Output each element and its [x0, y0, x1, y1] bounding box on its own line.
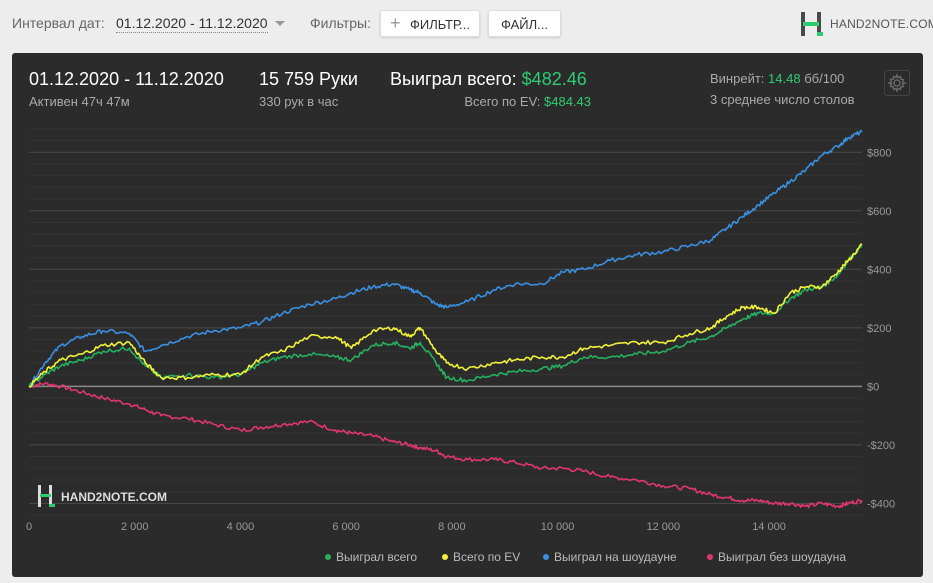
date-range-picker[interactable]: 01.12.2020 - 11.12.2020: [116, 15, 268, 33]
winrate-label: Винрейт:: [710, 71, 765, 86]
legend-dot: [325, 553, 331, 560]
total-ev: Всего по EV: $484.43: [464, 94, 591, 109]
x-tick-label: 4 000: [227, 521, 255, 533]
x-tick-label: 12 000: [646, 521, 680, 533]
legend-label: Выиграл всего: [336, 550, 418, 564]
filter-button-label: ФИЛЬТР...: [410, 17, 470, 32]
legend-item-won[interactable]: Выиграл всего: [325, 550, 417, 564]
series-line-showdown: [28, 129, 863, 388]
legend-item-no-showdown[interactable]: Выиграл без шоудауна: [707, 550, 846, 564]
winrate-value: 14.48: [768, 71, 801, 86]
hand2note-logo-icon: [801, 12, 823, 36]
filter-button[interactable]: + ФИЛЬТР...: [380, 10, 480, 37]
total-ev-label: Всего по EV:: [464, 94, 541, 109]
total-won-value: $482.46: [521, 69, 587, 89]
file-button[interactable]: ФАЙЛ...: [488, 10, 561, 37]
toolbar: Интервал дат: 01.12.2020 - 11.12.2020 Фи…: [0, 0, 933, 48]
gear-icon: [886, 72, 908, 94]
x-tick-label: 8 000: [438, 521, 466, 533]
filters-label: Фильтры:: [310, 15, 371, 31]
y-tick-label: $600: [867, 206, 891, 218]
watermark: HAND2NOTE.COM: [38, 485, 167, 507]
legend-dot: [442, 553, 448, 560]
y-tick-label: $400: [867, 264, 891, 276]
x-tick-label: 0: [26, 521, 32, 533]
y-tick-label: -$200: [867, 440, 895, 452]
total-won: Выиграл всего: $482.46: [390, 69, 587, 90]
active-time: Активен 47ч 47м: [29, 94, 130, 109]
series-line-ev: [28, 243, 863, 388]
settings-button[interactable]: [884, 70, 910, 96]
results-panel: 01.12.2020 - 11.12.2020 Активен 47ч 47м …: [12, 53, 923, 577]
file-button-label: ФАЙЛ...: [501, 17, 548, 32]
legend-item-showdown[interactable]: Выиграл на шоудауне: [543, 550, 677, 564]
y-tick-label: -$400: [867, 498, 895, 510]
x-tick-label: 10 000: [541, 521, 575, 533]
plus-icon: +: [390, 13, 401, 33]
watermark-text: HAND2NOTE.COM: [61, 490, 167, 504]
y-tick-label: $200: [867, 323, 891, 335]
x-tick-label: 6 000: [332, 521, 360, 533]
total-ev-value: $484.43: [544, 94, 591, 109]
legend-label: Всего по EV: [453, 550, 521, 564]
winrate-unit: бб/100: [804, 71, 845, 86]
hands-count: 15 759 Руки: [259, 69, 358, 89]
legend-dot: [543, 553, 549, 560]
series-line-no-showdown: [28, 381, 863, 509]
y-tick-label: $800: [867, 147, 891, 159]
hands-per-hour: 330 рук в час: [259, 94, 339, 109]
legend-label: Выиграл на шоудауне: [554, 550, 677, 564]
legend-dot: [707, 553, 713, 560]
x-tick-label: 14 000: [752, 521, 786, 533]
x-tick-label: 2 000: [121, 521, 149, 533]
winrate: Винрейт: 14.48 бб/100: [710, 71, 844, 86]
total-won-label: Выиграл всего:: [390, 69, 517, 89]
legend-item-ev[interactable]: Всего по EV: [442, 550, 520, 564]
avg-tables: 3 среднее число столов: [710, 92, 855, 107]
logo-text: HAND2NOTE.COM: [830, 17, 933, 31]
profit-chart: -$400 -$200 $0 $200 $400 $600 $800 0 2 000 4 000…: [26, 128, 895, 533]
chevron-down-icon[interactable]: [275, 21, 285, 26]
watermark-logo-icon: [38, 485, 41, 507]
interval-label: Интервал дат:: [12, 15, 105, 31]
summary-date-range: 01.12.2020 - 11.12.2020: [29, 69, 224, 89]
y-tick-label: $0: [867, 381, 879, 393]
legend-label: Выиграл без шоудауна: [718, 550, 846, 564]
